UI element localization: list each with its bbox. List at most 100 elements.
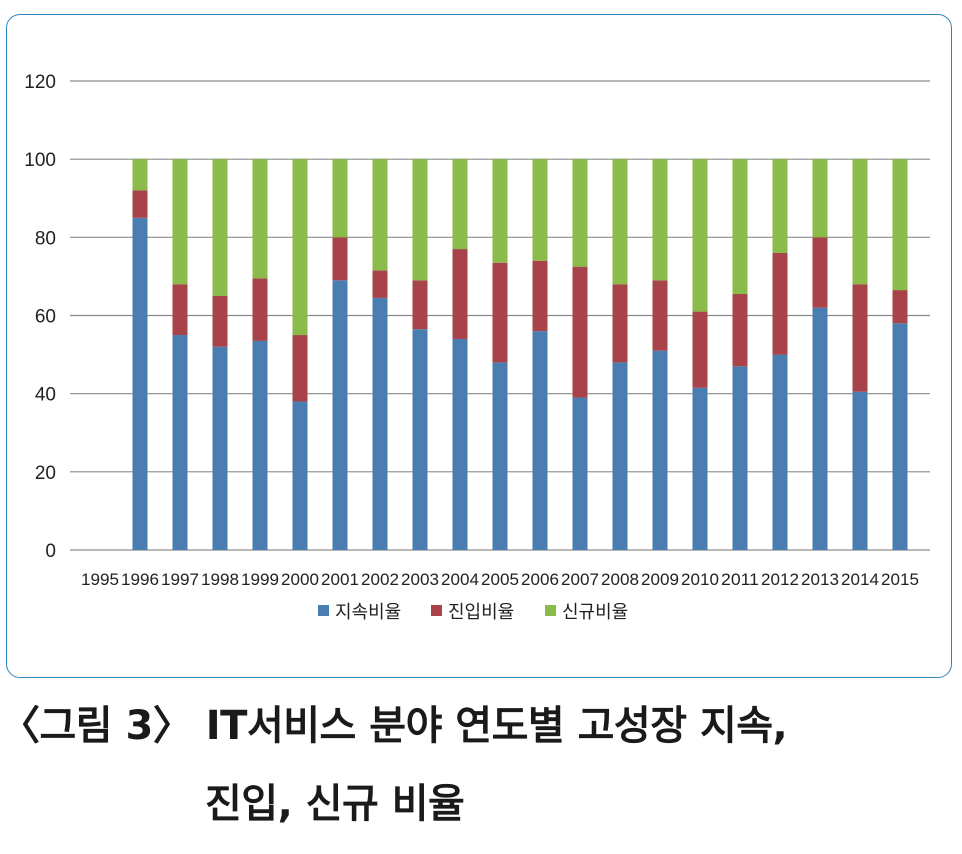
bar-2009-series-2 (652, 280, 668, 351)
bar-2002-series-3 (372, 159, 388, 271)
bar-2007-series-3 (572, 159, 588, 267)
bar-2002-series-1 (372, 297, 388, 550)
x-tick-label-1995: 1995 (81, 570, 119, 589)
bar-2008-series-2 (612, 284, 628, 363)
bar-2013-series-2 (812, 237, 828, 308)
bar-2015-series-1 (892, 323, 908, 550)
figure-caption-line-1: 〈그림 3〉 IT서비스 분야 연도별 고성장 지속, (0, 703, 788, 749)
bar-2014-series-2 (852, 284, 868, 392)
y-tick-label-20: 20 (35, 463, 56, 484)
bar-2001-series-2 (332, 237, 348, 281)
x-tick-label-2001: 2001 (321, 570, 359, 589)
bar-1999-series-2 (252, 278, 268, 341)
bar-1998-series-2 (212, 295, 228, 347)
bar-2009-series-1 (652, 350, 668, 550)
bar-2004-series-2 (452, 249, 468, 339)
bar-2011-series-1 (732, 366, 748, 550)
x-tick-label-2000: 2000 (281, 570, 319, 589)
legend-swatch-2 (431, 605, 442, 616)
x-tick-label-2010: 2010 (681, 570, 719, 589)
bar-2011-series-3 (732, 159, 748, 295)
bar-2004-series-3 (452, 159, 468, 250)
x-axis-tick-labels: 1995 1996 1997 1998 1999 2000 2001 2002 2003 2004… (81, 570, 919, 589)
bar-2007-series-1 (572, 397, 588, 550)
bar-2004-series-1 (452, 338, 468, 550)
y-tick-label-100: 100 (24, 150, 56, 171)
x-tick-label-1997: 1997 (161, 570, 199, 589)
x-tick-label-2005: 2005 (481, 570, 519, 589)
bar-2003-series-1 (412, 329, 428, 550)
bar-2002-series-2 (372, 270, 388, 298)
x-tick-label-2008: 2008 (601, 570, 639, 589)
bar-2005-series-1 (492, 362, 508, 550)
bar-2001-series-3 (332, 159, 348, 238)
bar-1996-series-1 (132, 217, 148, 551)
y-axis-tick-labels: 0 20 40 60 80 100 120 (24, 72, 56, 562)
x-tick-label-2006: 2006 (521, 570, 559, 589)
bar-1998-series-1 (212, 346, 228, 550)
x-tick-label-2013: 2013 (801, 570, 839, 589)
bar-2009-series-3 (652, 159, 668, 281)
bar-1996-series-2 (132, 190, 148, 218)
bar-1997-series-3 (172, 159, 188, 285)
x-tick-label-1996: 1996 (121, 570, 159, 589)
legend-label-1: 지속비율 (335, 602, 401, 623)
bar-2010-series-1 (692, 387, 708, 550)
bar-1999-series-1 (252, 340, 268, 550)
bar-2000-series-3 (292, 159, 308, 336)
bar-2008-series-1 (612, 362, 628, 550)
bar-1997-series-2 (172, 284, 188, 336)
bar-2012-series-3 (772, 159, 788, 253)
x-tick-label-2003: 2003 (401, 570, 439, 589)
y-tick-label-60: 60 (35, 307, 56, 328)
x-tick-label-2014: 2014 (841, 570, 879, 589)
legend: 지속비율 진입비율 신규비율 (318, 602, 628, 623)
bar-2010-series-2 (692, 311, 708, 388)
x-tick-label-1999: 1999 (241, 570, 279, 589)
bar-1998-series-3 (212, 159, 228, 296)
bar-2014-series-1 (852, 391, 868, 550)
x-tick-label-2004: 2004 (441, 570, 479, 589)
bar-2005-series-2 (492, 262, 508, 363)
legend-swatch-3 (545, 605, 556, 616)
bar-2003-series-2 (412, 280, 428, 330)
legend-label-3: 신규비율 (562, 602, 628, 623)
chart-frame (6, 14, 952, 678)
bar-2006-series-3 (532, 159, 548, 261)
bar-2001-series-1 (332, 280, 348, 550)
bar-2007-series-2 (572, 266, 588, 398)
bar-2000-series-2 (292, 335, 308, 402)
stacked-bar-chart: 0 20 40 60 80 100 120 1995 1996 1997 1998 1999 2000… (24, 72, 930, 623)
legend-label-2: 진입비율 (448, 602, 514, 623)
bar-2010-series-3 (692, 159, 708, 312)
figure-caption-line-2: 진입, 신규 비율 (205, 781, 465, 827)
bar-2014-series-3 (852, 159, 868, 285)
x-tick-label-2012: 2012 (761, 570, 799, 589)
bar-2015-series-2 (892, 290, 908, 324)
bar-2015-series-3 (892, 159, 908, 291)
bars (132, 159, 908, 551)
x-tick-label-2011: 2011 (721, 570, 759, 589)
x-tick-label-2009: 2009 (641, 570, 679, 589)
y-tick-label-40: 40 (35, 385, 56, 406)
bar-2005-series-3 (492, 159, 508, 263)
bar-2003-series-3 (412, 159, 428, 281)
bar-1997-series-1 (172, 335, 188, 550)
bar-1999-series-3 (252, 159, 268, 279)
bar-2013-series-1 (812, 307, 828, 550)
y-tick-label-80: 80 (35, 228, 56, 249)
bar-2000-series-1 (292, 401, 308, 550)
bar-1996-series-3 (132, 159, 148, 191)
y-tick-label-120: 120 (24, 72, 56, 93)
legend-swatch-1 (318, 605, 329, 616)
x-tick-label-2002: 2002 (361, 570, 399, 589)
bar-2008-series-3 (612, 159, 628, 285)
x-tick-label-2015: 2015 (881, 570, 919, 589)
bar-2013-series-3 (812, 159, 828, 238)
x-tick-label-1998: 1998 (201, 570, 239, 589)
y-tick-label-0: 0 (45, 541, 56, 562)
bar-2012-series-1 (772, 354, 788, 550)
x-tick-label-2007: 2007 (561, 570, 599, 589)
bar-2012-series-2 (772, 252, 788, 355)
bar-2011-series-2 (732, 294, 748, 367)
